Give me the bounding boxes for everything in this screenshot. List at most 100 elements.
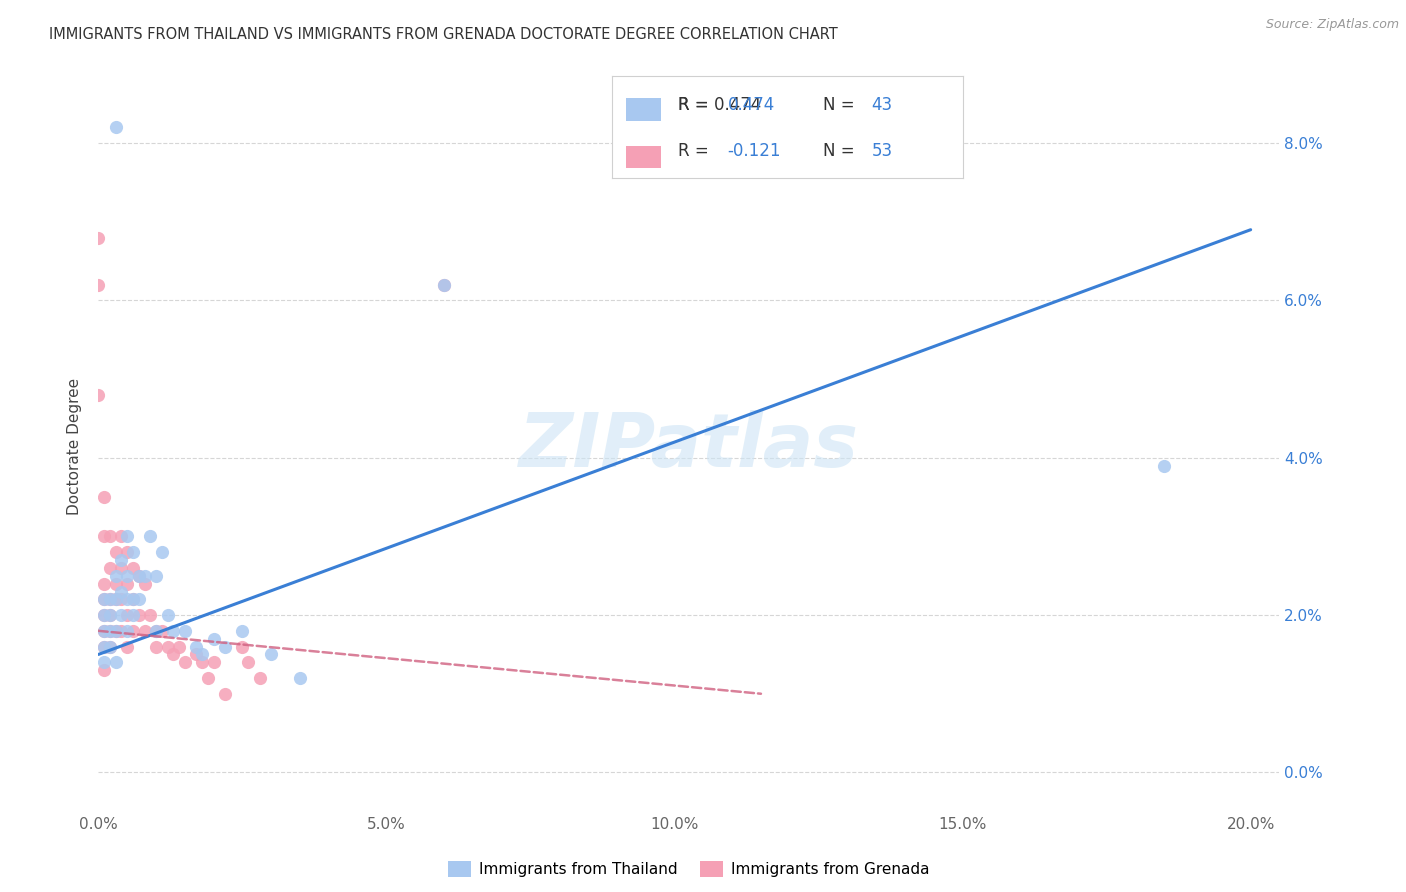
Point bbox=[260, 648, 283, 662]
Point bbox=[150, 545, 173, 559]
FancyBboxPatch shape bbox=[626, 98, 661, 121]
Point bbox=[231, 640, 253, 654]
Point bbox=[93, 640, 115, 654]
Point bbox=[110, 592, 132, 607]
Point bbox=[93, 608, 115, 623]
Point bbox=[98, 592, 121, 607]
Point bbox=[134, 568, 156, 582]
Text: ZIPatlas: ZIPatlas bbox=[519, 409, 859, 483]
Point bbox=[98, 624, 121, 638]
Point bbox=[98, 529, 121, 543]
Text: -0.121: -0.121 bbox=[728, 142, 782, 160]
Point bbox=[104, 568, 127, 582]
Point bbox=[115, 545, 138, 559]
Point bbox=[122, 624, 145, 638]
Point bbox=[115, 608, 138, 623]
Y-axis label: Doctorate Degree: Doctorate Degree bbox=[67, 377, 83, 515]
Point bbox=[110, 553, 132, 567]
Point bbox=[134, 576, 156, 591]
Point bbox=[197, 671, 219, 685]
Text: 43: 43 bbox=[872, 95, 893, 113]
Legend: Immigrants from Thailand, Immigrants from Grenada: Immigrants from Thailand, Immigrants fro… bbox=[449, 862, 929, 877]
Point bbox=[1153, 458, 1175, 473]
Point bbox=[139, 529, 162, 543]
Point bbox=[98, 592, 121, 607]
Point bbox=[162, 648, 184, 662]
Point bbox=[433, 277, 456, 292]
Point bbox=[128, 568, 150, 582]
Point bbox=[98, 624, 121, 638]
Point bbox=[104, 624, 127, 638]
Point bbox=[104, 576, 127, 591]
Point bbox=[110, 584, 132, 599]
Point bbox=[122, 545, 145, 559]
Text: 0.474: 0.474 bbox=[728, 95, 775, 113]
Point bbox=[249, 671, 271, 685]
Point bbox=[98, 640, 121, 654]
Point bbox=[104, 120, 127, 135]
Point bbox=[202, 632, 225, 646]
Point bbox=[128, 608, 150, 623]
Point bbox=[93, 592, 115, 607]
Point bbox=[167, 640, 190, 654]
Point bbox=[191, 648, 214, 662]
Point bbox=[433, 277, 456, 292]
Point bbox=[93, 592, 115, 607]
Point bbox=[145, 624, 167, 638]
Point bbox=[87, 277, 110, 292]
Text: R = 0.474: R = 0.474 bbox=[678, 95, 762, 113]
Point bbox=[93, 490, 115, 504]
Point bbox=[104, 655, 127, 669]
Point bbox=[98, 561, 121, 575]
Point bbox=[104, 592, 127, 607]
Point bbox=[128, 568, 150, 582]
Text: R =: R = bbox=[678, 142, 714, 160]
Point bbox=[128, 592, 150, 607]
Point bbox=[156, 608, 179, 623]
Point bbox=[115, 624, 138, 638]
Text: Source: ZipAtlas.com: Source: ZipAtlas.com bbox=[1265, 18, 1399, 31]
Point bbox=[93, 529, 115, 543]
Point bbox=[134, 624, 156, 638]
Point bbox=[104, 545, 127, 559]
Point bbox=[145, 624, 167, 638]
Point bbox=[191, 655, 214, 669]
Point bbox=[93, 608, 115, 623]
Point bbox=[93, 640, 115, 654]
Point bbox=[162, 624, 184, 638]
Point bbox=[202, 655, 225, 669]
Point bbox=[173, 624, 195, 638]
FancyBboxPatch shape bbox=[626, 145, 661, 168]
Point bbox=[93, 576, 115, 591]
Point bbox=[150, 624, 173, 638]
Point bbox=[110, 561, 132, 575]
Point bbox=[238, 655, 260, 669]
Text: IMMIGRANTS FROM THAILAND VS IMMIGRANTS FROM GRENADA DOCTORATE DEGREE CORRELATION: IMMIGRANTS FROM THAILAND VS IMMIGRANTS F… bbox=[49, 27, 838, 42]
Point bbox=[122, 592, 145, 607]
Point bbox=[115, 592, 138, 607]
Point bbox=[115, 576, 138, 591]
Point bbox=[93, 663, 115, 677]
Point bbox=[93, 624, 115, 638]
Text: N =: N = bbox=[823, 95, 859, 113]
Point bbox=[98, 608, 121, 623]
Point bbox=[122, 608, 145, 623]
Point bbox=[87, 230, 110, 244]
Point bbox=[115, 568, 138, 582]
Point bbox=[110, 624, 132, 638]
Point bbox=[93, 655, 115, 669]
Point bbox=[122, 561, 145, 575]
Point bbox=[214, 687, 236, 701]
Point bbox=[98, 608, 121, 623]
Point bbox=[139, 608, 162, 623]
Point bbox=[104, 592, 127, 607]
Point bbox=[156, 640, 179, 654]
Text: R =: R = bbox=[678, 95, 714, 113]
Point bbox=[186, 640, 208, 654]
Point bbox=[145, 640, 167, 654]
Text: N =: N = bbox=[823, 142, 859, 160]
Point bbox=[93, 624, 115, 638]
Point bbox=[122, 592, 145, 607]
Point bbox=[104, 624, 127, 638]
Point bbox=[145, 568, 167, 582]
